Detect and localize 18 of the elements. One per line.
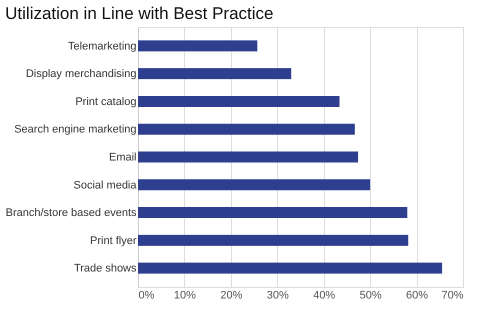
y-tick-label: Social media (74, 179, 138, 192)
x-tick-label: 40% (313, 290, 336, 302)
x-tick-label: 10% (174, 290, 196, 302)
y-tick-label: Print catalog (75, 96, 136, 108)
y-tick-label: Display merchandising (26, 68, 136, 80)
chart-title: Utilization in Line with Best Practice (5, 4, 274, 23)
x-tick-label: 30% (266, 290, 290, 302)
x-tick-label: 0% (138, 290, 155, 302)
x-tick-label: 50% (360, 290, 382, 302)
x-tick-label: 70% (441, 290, 464, 302)
y-tick-label: Branch/store based events (6, 207, 137, 220)
y-tick-label: Trade shows (74, 262, 137, 275)
x-tick-label: 20% (220, 290, 243, 302)
y-tick-label: Email (108, 152, 136, 164)
y-tick-label: Print flyer (90, 234, 137, 247)
y-tick-label: Search engine marketing (14, 124, 136, 136)
y-tick-label: Telemarketing (68, 40, 136, 52)
x-tick-label: 60% (406, 290, 428, 302)
